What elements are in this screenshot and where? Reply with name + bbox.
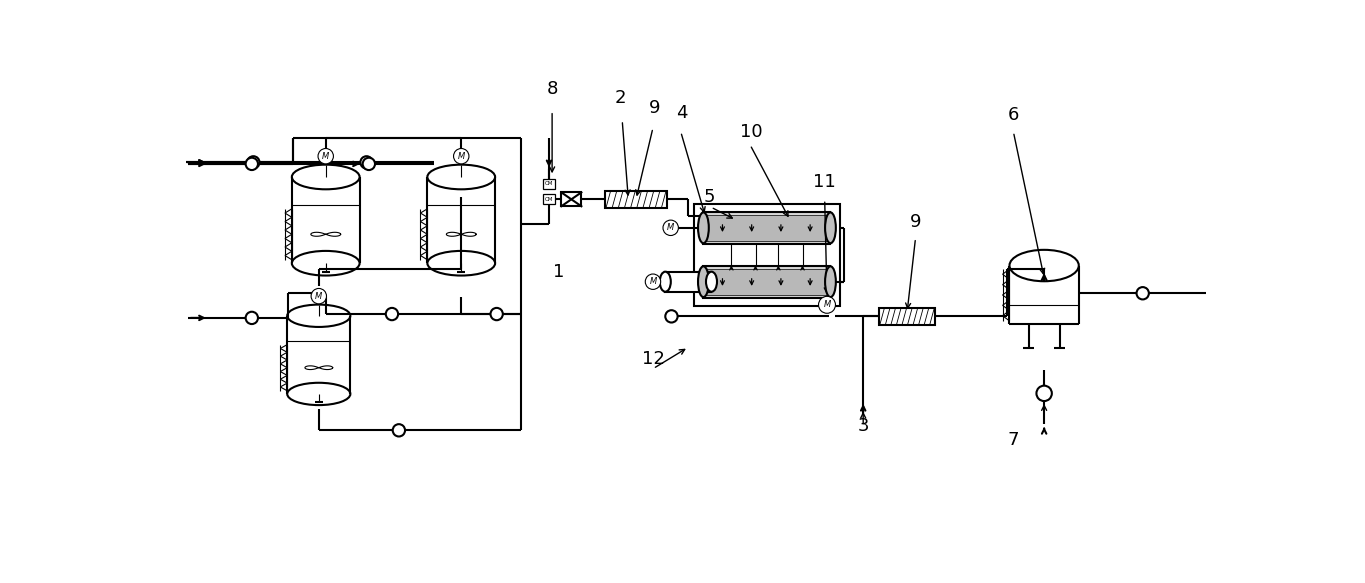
Bar xyxy=(879,308,935,325)
Ellipse shape xyxy=(824,212,835,243)
Text: M: M xyxy=(823,300,831,310)
Circle shape xyxy=(819,296,835,313)
Circle shape xyxy=(386,308,399,320)
Text: CM: CM xyxy=(545,197,553,202)
Bar xyxy=(707,215,827,241)
Text: CM: CM xyxy=(545,181,553,187)
Circle shape xyxy=(490,308,502,320)
Text: 8: 8 xyxy=(547,80,558,98)
Bar xyxy=(605,191,667,208)
Circle shape xyxy=(360,156,373,168)
Circle shape xyxy=(246,312,258,324)
Circle shape xyxy=(665,310,677,322)
Text: 6: 6 xyxy=(1007,106,1020,124)
Circle shape xyxy=(247,156,259,168)
Circle shape xyxy=(311,289,326,304)
Ellipse shape xyxy=(659,272,670,292)
Ellipse shape xyxy=(698,266,708,297)
Bar xyxy=(543,194,556,204)
Bar xyxy=(707,269,827,295)
Text: M: M xyxy=(650,277,657,286)
Text: 1: 1 xyxy=(553,263,565,280)
Bar xyxy=(665,272,711,292)
Bar xyxy=(695,204,839,305)
Text: M: M xyxy=(667,223,674,232)
Circle shape xyxy=(663,220,678,236)
Circle shape xyxy=(1137,287,1149,300)
Ellipse shape xyxy=(824,266,835,297)
Bar xyxy=(543,179,556,189)
Text: 2: 2 xyxy=(614,89,627,107)
Circle shape xyxy=(246,158,258,170)
Text: 9: 9 xyxy=(910,213,921,231)
Text: 5: 5 xyxy=(703,188,715,206)
Circle shape xyxy=(393,424,405,437)
Text: M: M xyxy=(322,152,329,161)
Text: 3: 3 xyxy=(857,417,870,435)
Ellipse shape xyxy=(698,212,708,243)
Ellipse shape xyxy=(706,272,717,292)
Bar xyxy=(561,192,581,206)
Text: 12: 12 xyxy=(642,350,665,368)
Text: 10: 10 xyxy=(740,122,763,141)
Circle shape xyxy=(1036,386,1052,401)
Circle shape xyxy=(363,158,375,170)
Circle shape xyxy=(646,274,661,289)
Bar xyxy=(703,212,830,244)
Text: 7: 7 xyxy=(1007,431,1020,448)
Text: 11: 11 xyxy=(814,173,835,191)
Text: M: M xyxy=(315,292,322,301)
Text: 9: 9 xyxy=(648,100,661,117)
Bar xyxy=(703,265,830,298)
Text: M: M xyxy=(457,152,465,161)
Circle shape xyxy=(318,149,333,164)
Circle shape xyxy=(453,149,470,164)
Text: 4: 4 xyxy=(677,104,688,122)
